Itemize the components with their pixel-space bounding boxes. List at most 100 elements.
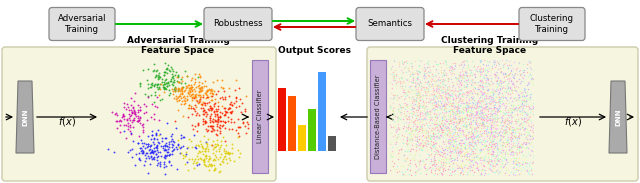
Point bbox=[389, 59, 399, 62]
Point bbox=[458, 40, 468, 42]
Point bbox=[182, 145, 193, 148]
Point bbox=[520, 99, 530, 102]
Point bbox=[159, 148, 170, 151]
Point bbox=[517, 162, 527, 165]
Point bbox=[427, 53, 437, 56]
Point bbox=[553, 147, 563, 150]
Point bbox=[495, 51, 505, 54]
Point bbox=[524, 124, 534, 127]
Point bbox=[148, 147, 159, 150]
Point bbox=[490, 161, 500, 164]
Point bbox=[193, 85, 203, 88]
Point bbox=[387, 155, 397, 158]
Point bbox=[485, 102, 495, 105]
Point bbox=[385, 34, 396, 37]
Point bbox=[406, 98, 416, 101]
Point bbox=[385, 103, 396, 106]
Point bbox=[490, 130, 500, 132]
Point bbox=[465, 167, 475, 170]
Point bbox=[184, 93, 194, 96]
Point bbox=[467, 45, 477, 48]
Point bbox=[407, 138, 417, 141]
Point bbox=[195, 95, 205, 98]
Point bbox=[431, 67, 441, 70]
Point bbox=[194, 90, 204, 93]
Point bbox=[486, 142, 497, 145]
Point bbox=[475, 99, 485, 102]
Point bbox=[506, 150, 516, 153]
Point bbox=[486, 132, 496, 135]
Point bbox=[149, 63, 159, 66]
Point bbox=[494, 92, 504, 95]
Point bbox=[461, 113, 471, 116]
Point bbox=[484, 131, 494, 134]
Point bbox=[163, 147, 173, 150]
Point bbox=[481, 95, 491, 98]
Point bbox=[488, 134, 498, 137]
Point bbox=[520, 88, 530, 91]
Point bbox=[167, 68, 177, 71]
Point bbox=[561, 102, 571, 105]
Point bbox=[504, 74, 514, 77]
Point bbox=[361, 75, 371, 78]
Point bbox=[523, 152, 533, 155]
Point bbox=[203, 96, 213, 99]
Point bbox=[438, 79, 448, 82]
Point bbox=[372, 143, 382, 146]
Point bbox=[508, 104, 518, 107]
Point bbox=[432, 116, 442, 119]
Point bbox=[372, 23, 382, 26]
Point bbox=[506, 21, 516, 24]
Point bbox=[209, 168, 219, 171]
Point bbox=[218, 123, 228, 126]
Point bbox=[378, 122, 388, 125]
Point bbox=[486, 145, 497, 148]
Point bbox=[485, 94, 495, 97]
Point bbox=[451, 155, 461, 158]
Point bbox=[422, 61, 432, 64]
Point bbox=[418, 145, 428, 148]
Point bbox=[563, 111, 573, 114]
Point bbox=[160, 71, 170, 74]
Point bbox=[233, 136, 243, 139]
Point bbox=[519, 117, 529, 120]
Point bbox=[415, 110, 425, 113]
Point bbox=[382, 145, 392, 148]
Point bbox=[497, 14, 508, 17]
Point bbox=[525, 137, 535, 140]
Point bbox=[465, 158, 476, 161]
Point bbox=[488, 143, 498, 145]
Point bbox=[210, 142, 220, 145]
Point bbox=[448, 102, 458, 105]
Point bbox=[294, 152, 305, 155]
Point bbox=[436, 182, 447, 183]
Point bbox=[461, 101, 472, 104]
Point bbox=[508, 143, 518, 146]
Point bbox=[159, 154, 170, 157]
Point bbox=[511, 148, 522, 151]
Point bbox=[565, 73, 575, 76]
Point bbox=[401, 92, 411, 94]
Point bbox=[470, 178, 480, 180]
Point bbox=[452, 112, 462, 115]
Point bbox=[537, 139, 547, 142]
Point bbox=[372, 89, 382, 92]
Point bbox=[390, 142, 401, 145]
Point bbox=[174, 81, 184, 84]
Point bbox=[185, 90, 195, 93]
Point bbox=[491, 80, 501, 83]
Point bbox=[442, 38, 452, 41]
Point bbox=[152, 84, 163, 87]
Point bbox=[457, 166, 467, 169]
Point bbox=[506, 152, 516, 155]
Point bbox=[465, 123, 475, 126]
Point bbox=[517, 49, 527, 52]
Point bbox=[464, 105, 474, 108]
Point bbox=[366, 174, 376, 177]
Point bbox=[386, 92, 396, 95]
Point bbox=[529, 135, 539, 138]
Point bbox=[410, 59, 420, 62]
Point bbox=[442, 121, 452, 124]
Point bbox=[504, 145, 514, 147]
Point bbox=[160, 143, 170, 146]
